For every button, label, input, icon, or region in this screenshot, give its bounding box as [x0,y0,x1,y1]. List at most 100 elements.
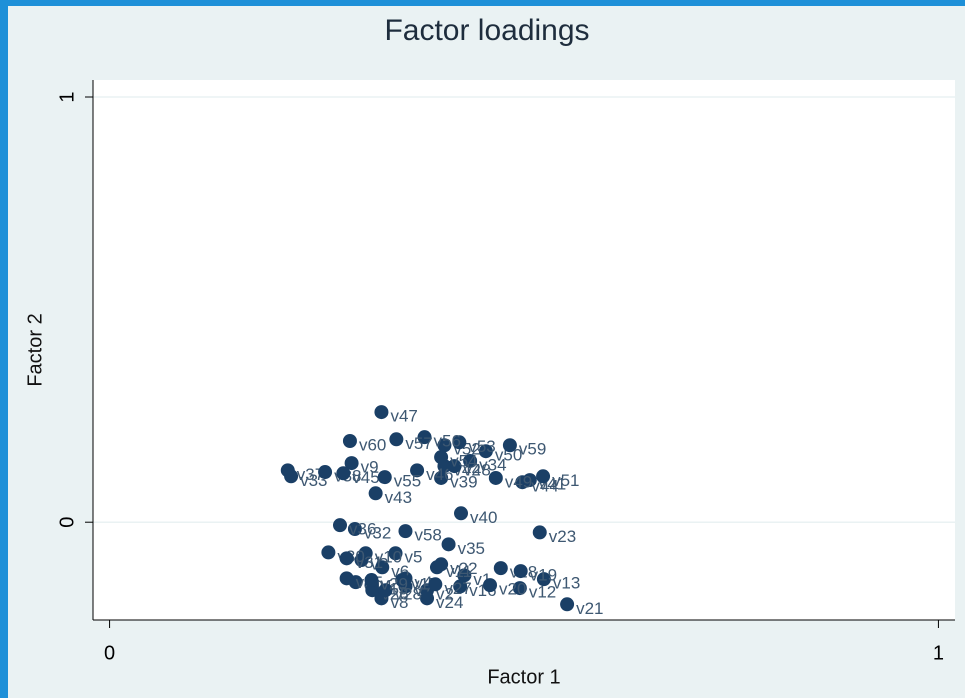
point [332,518,347,533]
point-label: v31 [356,553,383,572]
point [502,438,517,453]
y-tick-label: 0 [56,517,78,528]
x-tick-label: 0 [104,642,115,664]
point [515,475,530,490]
point [437,438,452,453]
point-label: v28 [395,585,422,604]
point [488,470,503,485]
point [560,597,575,612]
x-tick-label: 1 [933,642,944,664]
y-axis-title: Factor 2 [24,313,46,386]
point [395,573,410,588]
point [420,591,435,606]
point [457,568,472,583]
point [428,577,443,592]
y-tick-label: 1 [56,91,78,102]
point [453,579,468,594]
point [365,583,380,598]
point [280,463,295,478]
point [339,571,354,586]
point-label: v55 [394,472,421,491]
point [398,524,413,539]
point-label: v51 [552,471,579,490]
point-label: v43 [385,488,412,507]
point [478,444,493,459]
point [434,557,449,572]
point [532,525,547,540]
point-label: v58 [414,526,441,545]
point [483,578,498,593]
point [344,456,359,471]
point [441,537,456,552]
point [536,572,551,587]
point-label: v24 [436,593,463,612]
point-label: v5 [405,548,423,567]
point [447,459,462,474]
point-label: v36 [349,520,376,539]
plot-area [93,80,955,620]
point-label: v2 [436,585,454,604]
point [342,433,357,448]
point-label: v48 [463,461,490,480]
point [463,453,478,468]
chart-title: Factor loadings [384,14,589,47]
point-label: v27 [444,579,471,598]
point [388,546,403,561]
point-label: v10 [375,548,402,567]
point [378,583,393,598]
point-label: v12 [529,583,556,602]
point-label: v40 [470,508,497,527]
point-label: v20 [499,580,526,599]
point-label: v53 [468,437,495,456]
point [389,432,404,447]
point [410,463,425,478]
point [454,506,469,521]
point [493,561,508,576]
point [434,470,449,485]
point [536,469,551,484]
point-label: v49 [505,472,532,491]
point-label: v22 [450,559,477,578]
point-label: v57 [405,434,432,453]
point-label: v19 [530,566,557,585]
point [374,405,389,420]
point [364,573,379,588]
point [452,435,467,450]
point-label: v44 [531,477,558,496]
point [512,581,527,596]
point-label: v13 [553,574,580,593]
point-label: v60 [359,435,386,454]
point [339,551,354,566]
point-label: v11 [446,562,472,581]
point-label: v54 [450,452,477,471]
point-label: v35 [458,539,485,558]
point-label: v9 [361,458,379,477]
point-label: v23 [549,527,576,546]
point-label: v32 [364,523,391,542]
point-label: v29 [380,575,407,594]
point-label: v37 [297,465,324,484]
point-label: v56 [434,432,461,451]
point-label: v8 [390,593,408,612]
point [358,546,373,561]
point-label: v47 [390,407,417,426]
point-label: v59 [519,440,546,459]
point-label: v46 [426,465,453,484]
point-label: v50 [495,446,522,465]
point-label: v4 [414,573,432,592]
point [347,522,362,537]
point [377,470,392,485]
point-label: v21 [576,599,603,618]
point-label: v45 [352,468,379,487]
point [417,430,432,445]
point [513,564,528,579]
point [321,545,336,560]
point [336,466,351,481]
point-label: v39 [450,472,477,491]
x-axis-title: Factor 1 [487,666,560,688]
point [434,450,449,465]
point [375,560,390,575]
point [318,465,333,480]
